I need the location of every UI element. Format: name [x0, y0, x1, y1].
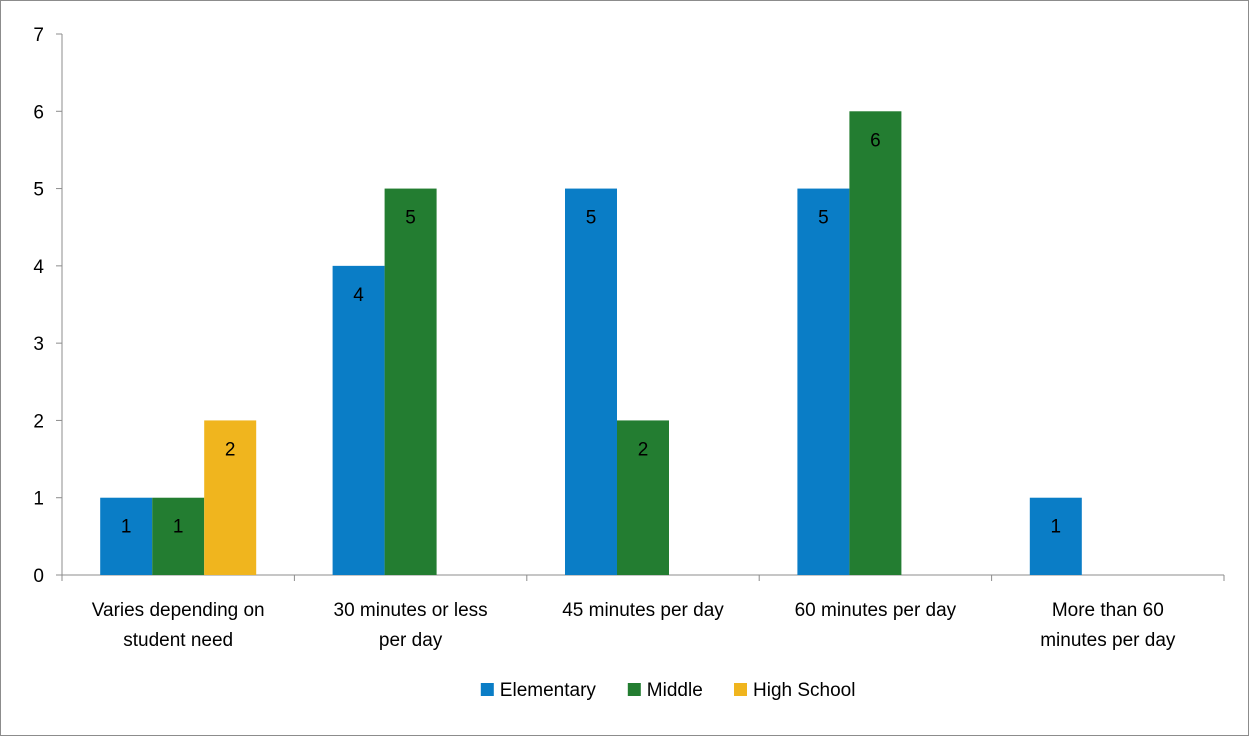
data-label: 5: [818, 208, 829, 229]
bar: [332, 265, 385, 575]
y-tick-label: 6: [33, 102, 44, 123]
y-tick-label: 1: [33, 489, 44, 510]
x-axis: Varies depending on student need 30 minute…: [61, 574, 1225, 651]
data-label: 1: [1051, 517, 1062, 538]
data-label: 1: [121, 517, 132, 538]
data-label: 4: [353, 285, 364, 306]
bar: [100, 497, 153, 575]
bars: [100, 111, 1082, 576]
x-tick-label: 45 minutes per day: [562, 600, 724, 621]
x-tick-label: 30 minutes or less per day: [334, 600, 488, 651]
y-tick-label: 5: [33, 180, 44, 201]
x-tick-label: Varies depending on student need: [92, 600, 265, 651]
data-label: 5: [405, 208, 416, 229]
bar: [384, 188, 437, 576]
bar: [565, 188, 617, 576]
y-tick-label: 0: [33, 566, 44, 587]
data-label: 1: [173, 517, 184, 538]
bar: [204, 420, 257, 575]
y-tick-label: 2: [33, 411, 44, 432]
legend-swatch: [480, 683, 494, 696]
y-axis: 0 1 2 3 4 5 6 7: [33, 25, 63, 587]
y-tick-label: 3: [33, 334, 44, 355]
y-tick-label: 7: [33, 25, 44, 46]
x-tick-label: More than 60 minutes per day: [1040, 600, 1176, 651]
legend: Elementary Middle High School: [480, 680, 855, 701]
data-label: 6: [870, 130, 881, 151]
legend-swatch: [734, 683, 747, 696]
legend-swatch: [627, 683, 641, 696]
x-tick-label: 60 minutes per day: [795, 600, 957, 621]
bar: [849, 111, 902, 576]
bar: [617, 420, 669, 575]
y-tick-label: 4: [33, 257, 44, 278]
data-labels: 1 4 5 5 1 1 5 2 6 2: [121, 130, 1061, 537]
data-label: 5: [586, 208, 597, 229]
legend-label: High School: [753, 680, 855, 701]
legend-label: Middle: [647, 680, 703, 701]
bar: [1029, 497, 1082, 575]
bar: [797, 188, 850, 576]
bar: [152, 497, 205, 575]
data-label: 2: [638, 439, 649, 460]
legend-label: Elementary: [500, 680, 597, 701]
data-label: 2: [225, 439, 236, 460]
